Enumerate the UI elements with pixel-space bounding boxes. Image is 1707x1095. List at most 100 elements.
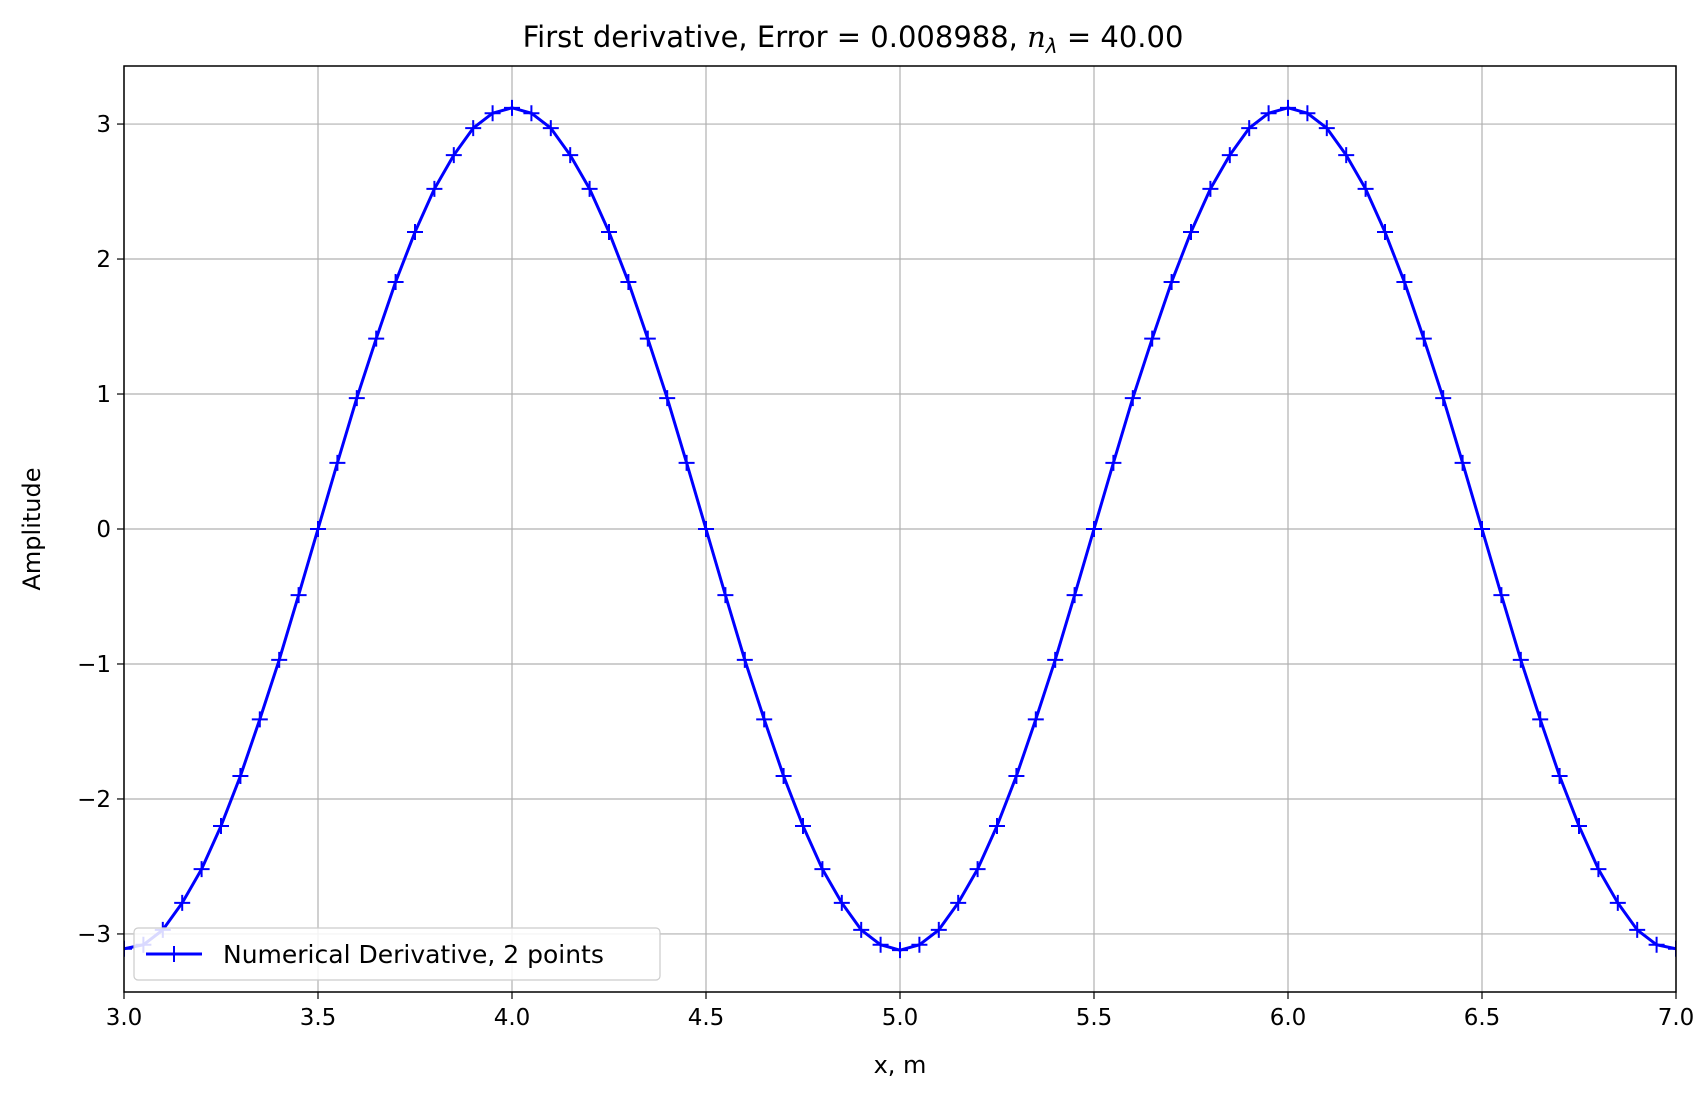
data-point-marker <box>407 224 423 241</box>
data-point-marker <box>1629 921 1646 938</box>
data-point-marker <box>814 861 831 878</box>
data-point-marker <box>1280 99 1296 116</box>
data-point-marker <box>1163 273 1180 290</box>
data-point-marker <box>1221 147 1238 164</box>
data-point-marker <box>213 817 229 834</box>
data-point-marker <box>1241 120 1258 137</box>
y-tick-label: 1 <box>96 382 111 408</box>
data-point-marker <box>1532 711 1549 728</box>
data-point-marker <box>1144 330 1161 347</box>
x-tick-label: 3.5 <box>300 1005 337 1031</box>
data-point-marker <box>1377 224 1393 241</box>
data-point-marker <box>1299 105 1316 122</box>
data-point-marker <box>290 587 307 604</box>
x-tick-label: 6.0 <box>1270 1005 1307 1031</box>
data-point-marker <box>368 330 385 347</box>
data-point-marker <box>1202 180 1219 197</box>
chart-title-suffix: = 40.00 <box>1058 20 1184 54</box>
legend-marker-swatch <box>166 946 182 962</box>
data-point-marker <box>1551 768 1568 785</box>
chart-title-subscript: λ <box>1045 34 1058 58</box>
data-point-marker <box>1571 817 1587 834</box>
data-point-marker <box>193 861 210 878</box>
data-point-marker <box>678 454 695 471</box>
data-point-marker <box>775 768 792 785</box>
data-point-marker <box>232 768 249 785</box>
data-point-marker <box>174 894 191 911</box>
data-point-marker <box>950 894 967 911</box>
data-point-marker <box>1435 390 1452 407</box>
data-point-marker <box>1493 587 1510 604</box>
data-point-marker <box>989 817 1005 834</box>
data-point-marker <box>445 147 462 164</box>
x-tick-label: 3.0 <box>106 1005 143 1031</box>
data-point-marker <box>562 147 579 164</box>
legend: Numerical Derivative, 2 points <box>133 927 661 981</box>
data-point-marker <box>1338 147 1355 164</box>
chart-title-prefix: First derivative, Error = 0.008988, <box>523 20 1028 54</box>
data-point-marker <box>717 587 734 604</box>
data-point-marker <box>504 99 520 116</box>
data-point-marker <box>1008 768 1025 785</box>
data-point-marker <box>387 273 404 290</box>
y-tick-label: −2 <box>77 787 111 813</box>
data-point-marker <box>872 936 889 953</box>
x-tick-label: 5.5 <box>1076 1005 1113 1031</box>
x-tick-label: 7.0 <box>1658 1005 1695 1031</box>
data-point-marker <box>1396 273 1413 290</box>
data-point-marker <box>1454 454 1471 471</box>
data-point-marker <box>348 390 365 407</box>
data-point-marker <box>1105 454 1122 471</box>
y-tick-label: 2 <box>96 247 111 273</box>
data-point-marker <box>1318 120 1335 137</box>
y-tick-label: 0 <box>96 517 111 543</box>
data-point-marker <box>601 224 617 241</box>
data-point-marker <box>484 105 501 122</box>
data-point-marker <box>892 942 908 959</box>
chart-title: First derivative, Error = 0.008988, nλ =… <box>523 20 1184 58</box>
data-point-marker <box>969 861 986 878</box>
data-point-marker <box>426 180 443 197</box>
data-point-marker <box>698 521 714 537</box>
data-point-marker <box>756 711 773 728</box>
x-axis-label: x, m <box>874 1051 927 1079</box>
data-point-marker <box>1357 180 1374 197</box>
data-point-marker <box>1047 651 1064 668</box>
data-point-marker <box>523 105 540 122</box>
data-point-marker <box>1260 105 1277 122</box>
data-point-marker <box>542 120 559 137</box>
data-point-marker <box>1124 390 1141 407</box>
data-point-marker <box>1415 330 1432 347</box>
legend-box <box>133 927 661 981</box>
data-point-marker <box>736 651 753 668</box>
legend-entry-label: Numerical Derivative, 2 points <box>223 940 604 969</box>
data-point-marker <box>1590 861 1607 878</box>
y-axis-label: Amplitude <box>18 468 46 591</box>
data-point-marker <box>329 454 346 471</box>
x-tick-label: 4.5 <box>688 1005 725 1031</box>
data-point-marker <box>310 521 326 537</box>
x-tick-label: 6.5 <box>1464 1005 1501 1031</box>
y-tick-label: −3 <box>77 922 111 948</box>
y-tick-label: 3 <box>96 112 111 138</box>
data-point-marker <box>930 921 947 938</box>
y-tick-label: −1 <box>77 652 111 678</box>
data-point-marker <box>639 330 656 347</box>
data-point-marker <box>795 817 811 834</box>
data-point-marker <box>124 940 132 957</box>
data-point-marker <box>911 936 928 953</box>
data-point-marker <box>1027 711 1044 728</box>
axis-ticks: 3.0 3.5 4.0 4.5 5.0 5.5 6.0 6.5 7.0 −3 −2 −1 0 1 2 3 <box>77 112 1694 1031</box>
data-point-marker <box>1512 651 1529 668</box>
data-point-marker <box>271 651 288 668</box>
data-point-marker <box>465 120 482 137</box>
data-point-marker <box>853 921 870 938</box>
data-point-marker <box>1086 521 1102 537</box>
chart-title-symbol: n <box>1027 20 1046 54</box>
data-point-marker <box>1668 940 1676 957</box>
x-tick-label: 4.0 <box>494 1005 531 1031</box>
x-tick-label: 5.0 <box>882 1005 919 1031</box>
data-point-marker <box>620 273 637 290</box>
data-point-marker <box>1066 587 1083 604</box>
data-point-marker <box>833 894 850 911</box>
